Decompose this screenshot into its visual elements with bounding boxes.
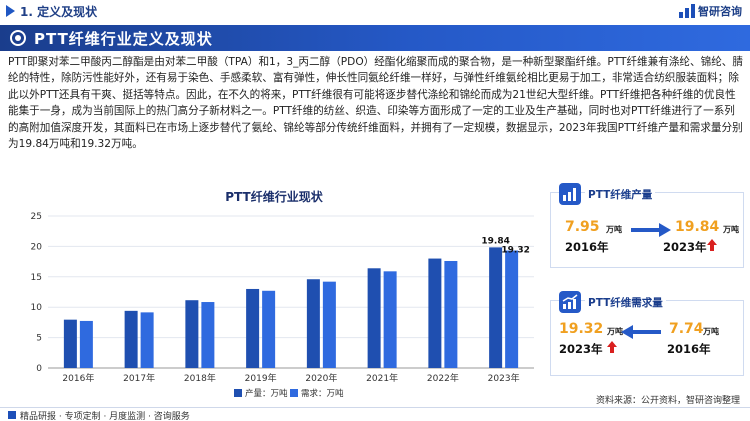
title-banner: PTT纤维行业定义及现状 [0, 25, 750, 51]
demand-card-header: PTT纤维需求量 [559, 291, 666, 313]
production-bar [489, 247, 503, 368]
legend-swatch [234, 389, 242, 397]
demand-bar [322, 281, 336, 368]
up-arrow-icon [707, 239, 717, 251]
y-tick-label: 10 [31, 303, 43, 313]
y-tick-label: 5 [36, 334, 42, 344]
brand-logo: 智研咨询 [679, 3, 742, 19]
demand-card: PTT纤维需求量 19.32 万吨 2023年 7.74 万吨 2016年 [550, 291, 744, 376]
x-tick-label: 2022年 [427, 372, 459, 384]
production-2016-year: 2016年 [565, 240, 609, 254]
logo-text: 智研咨询 [698, 5, 742, 18]
footer-bar: 精品研报 · 专项定制 · 月度监测 · 咨询服务 [0, 407, 750, 421]
demand-bar [505, 250, 519, 368]
demand-bar [262, 290, 276, 368]
chart-canvas: 0 5 10 15 20 25 2016年 2017年 2018年 2019年 2020年 2021年… [31, 212, 534, 399]
production-bar [246, 288, 260, 368]
production-bar [63, 319, 77, 368]
x-tick-label: 2020年 [305, 372, 337, 384]
banner-bullet-icon [10, 30, 26, 46]
data-label-demand: 19.32 [501, 246, 529, 256]
production-bar [124, 310, 138, 368]
up-arrow-icon [607, 341, 617, 353]
y-tick-label: 20 [31, 242, 43, 252]
bar-chart-icon [559, 183, 581, 205]
x-tick-label: 2017年 [123, 372, 155, 384]
x-tick-label: 2023年 [488, 372, 520, 384]
production-2023-year: 2023年 [663, 240, 707, 254]
x-tick-label: 2019年 [245, 372, 277, 384]
demand-card-title: PTT纤维需求量 [585, 294, 666, 310]
demand-2016-year: 2016年 [667, 342, 711, 356]
demand-2023-unit: 万吨 [607, 327, 623, 336]
production-2016-unit: 万吨 [606, 225, 622, 234]
source-note: 资料来源：公开资料，智研咨询整理 [595, 396, 740, 406]
arrow-left-icon [621, 325, 661, 339]
legend-swatch [290, 389, 298, 397]
bar-chart: 0 5 10 15 20 25 2016年 2017年 2018年 2019年 2020年 2021年… [4, 188, 544, 406]
production-2023-value: 19.84 [675, 219, 720, 235]
demand-2016-unit: 万吨 [703, 327, 719, 336]
demand-bar [79, 320, 93, 368]
production-2016-value: 7.95 [565, 219, 600, 235]
x-tick-label: 2021年 [366, 372, 398, 384]
section-heading: 1. 定义及现状 [20, 5, 98, 19]
production-bar [367, 268, 381, 368]
demand-bar [201, 302, 215, 368]
x-tick-label: 2018年 [184, 372, 216, 384]
production-card: PTT纤维产量 7.95 万吨 2016年 19.84 万吨 2023年 [550, 183, 744, 268]
production-2023-unit: 万吨 [723, 225, 739, 234]
trend-chart-icon [559, 291, 581, 313]
demand-bar [383, 271, 397, 368]
footer-logo-icon [8, 411, 16, 419]
logo-bars-icon [679, 4, 695, 18]
demand-bar [444, 260, 458, 368]
production-bar [306, 279, 320, 368]
production-bar [185, 300, 199, 368]
y-tick-label: 15 [31, 273, 42, 283]
y-tick-label: 25 [31, 212, 42, 222]
legend-label: 需求：万吨 [301, 388, 344, 399]
demand-bar [140, 312, 154, 368]
section-triangle-icon [6, 5, 15, 17]
chart-title: PTT纤维行业现状 [225, 190, 323, 204]
legend-label: 产量：万吨 [245, 388, 288, 399]
footer-services: 精品研报 · 专项定制 · 月度监测 · 咨询服务 [20, 412, 190, 421]
top-bar: 1. 定义及现状 智研咨询 [0, 0, 750, 22]
y-tick-label: 0 [36, 364, 42, 374]
page-title: PTT纤维行业定义及现状 [34, 30, 213, 48]
production-bar [428, 258, 442, 368]
data-label-production: 19.84 [481, 236, 509, 246]
demand-2023-value: 19.32 [559, 321, 604, 337]
demand-2016-value: 7.74 [669, 321, 704, 337]
production-card-header: PTT纤维产量 [559, 183, 656, 205]
x-tick-label: 2016年 [62, 372, 94, 384]
demand-2023-year: 2023年 [559, 342, 603, 356]
production-card-title: PTT纤维产量 [585, 186, 656, 202]
definition-paragraph: PTT即聚对苯二甲酸丙二醇酯是由对苯二甲酸（TPA）和1，3_丙二醇（PDO）经… [8, 56, 743, 151]
arrow-right-icon [631, 223, 671, 237]
